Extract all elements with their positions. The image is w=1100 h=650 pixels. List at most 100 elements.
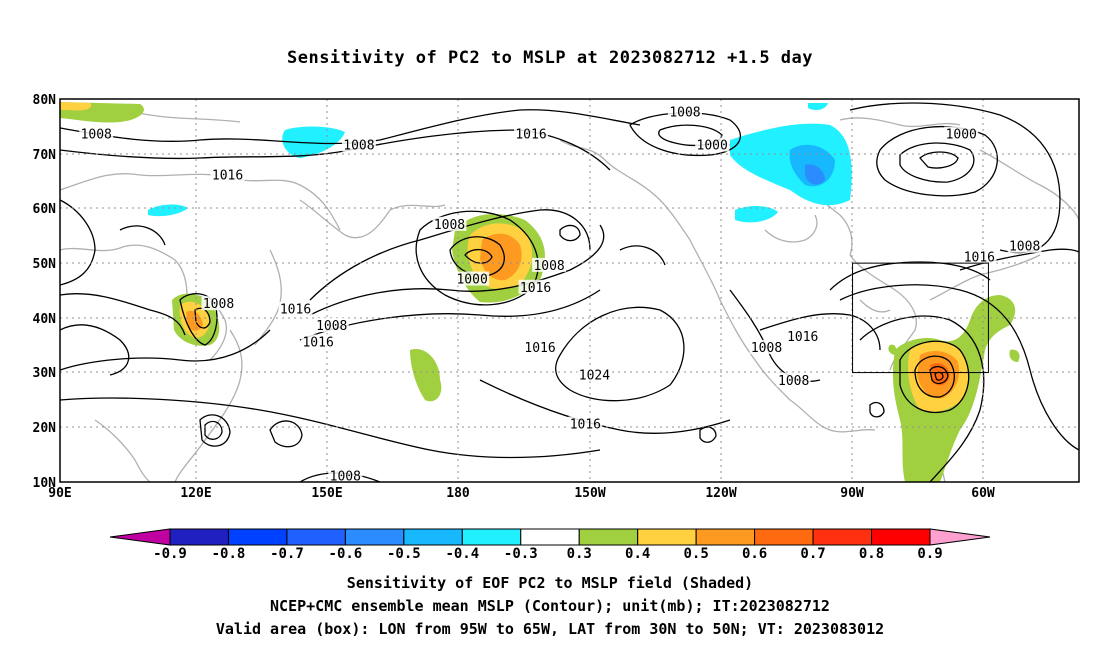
caption-contour: NCEP+CMC ensemble mean MSLP (Contour); u…: [270, 597, 830, 615]
contour-label-bg: [568, 416, 603, 431]
colorbar-cell: [169, 528, 229, 546]
chart-title: Sensitivity of PC2 to MSLP at 2023082712…: [286, 48, 813, 68]
colorbar-cell: [227, 528, 288, 546]
contour-label: 1008: [1009, 240, 1040, 255]
contour-label: 1016: [515, 128, 546, 143]
lat-label: 80N: [33, 93, 57, 108]
lat-label: 30N: [33, 366, 57, 381]
colorbar-cell: [578, 528, 639, 546]
contour-label-bg: [328, 468, 363, 483]
contour-label: 1008: [533, 259, 564, 274]
colorbar-label: -0.8: [212, 546, 246, 562]
lat-label: 40N: [33, 312, 57, 327]
contour-label-bg: [1007, 238, 1042, 253]
contour-label: 1008: [81, 128, 112, 143]
colorbar-cell: [637, 528, 697, 546]
contour-label-bg: [523, 339, 558, 354]
contour-label: 1016: [212, 169, 243, 184]
contour-label-bg: [695, 137, 730, 152]
colorbar-left-arrow: [109, 528, 171, 546]
colorbar-label: 0.5: [684, 546, 709, 562]
grid-lines: [60, 99, 1079, 482]
colorbar-label: 0.9: [917, 546, 942, 562]
lon-label: 60W: [971, 486, 995, 501]
lon-label: 180: [446, 486, 470, 501]
colorbar-label: 0.6: [742, 546, 767, 562]
contour-label-bg: [341, 137, 376, 152]
colorbar-cell: [344, 528, 405, 546]
contour-label: 1016: [302, 335, 333, 350]
contour-label-bg: [201, 296, 236, 311]
lon-label: 150W: [574, 486, 605, 501]
contour-label: 1008: [669, 106, 700, 121]
contour-label-bg: [79, 126, 114, 141]
colorbar-label: 0.7: [800, 546, 825, 562]
contour-label-bg: [667, 104, 702, 119]
contour-label: 1016: [787, 330, 818, 345]
sensitivity-shading: [60, 102, 1020, 482]
contour-label-bg: [776, 372, 811, 387]
caption-shading: Sensitivity of EOF PC2 to MSLP field (Sh…: [346, 574, 754, 592]
contour-label-bg: [749, 339, 784, 354]
colorbar-cell: [461, 528, 522, 546]
contour-label-bg: [944, 126, 979, 141]
caption-valid-area: Valid area (box): LON from 95W to 65W, L…: [215, 620, 885, 638]
contour-label: 1008: [316, 319, 347, 334]
contour-label: 1008: [330, 470, 361, 485]
contour-label: 1016: [964, 251, 995, 266]
colorbar-label: -0.6: [329, 546, 363, 562]
lat-label: 70N: [33, 148, 57, 163]
contour-label: 1008: [343, 139, 374, 154]
contour-label: 1000: [697, 139, 728, 154]
colorbar-label: -0.5: [387, 546, 421, 562]
colorbar-cell: [812, 528, 873, 546]
contour-label-bg: [432, 216, 467, 231]
longitude-labels: 90E 120E 150E 180 150W 120W 90W 60W: [48, 486, 995, 501]
contour-label: 1000: [456, 273, 487, 288]
contour-label: 1000: [946, 128, 977, 143]
contour-label-bg: [532, 257, 567, 272]
colorbar-label: -0.9: [153, 546, 187, 562]
contour-label-bg: [962, 249, 997, 264]
contour-label-bg: [514, 126, 549, 141]
contour-label: 1016: [280, 303, 311, 318]
colorbar-label: 0.3: [567, 546, 592, 562]
contour-label: 1016: [570, 418, 601, 433]
lat-label: 60N: [33, 202, 57, 217]
contour-label: 1008: [751, 341, 782, 356]
contour-label: 1008: [203, 297, 234, 312]
contour-label-bg: [785, 329, 820, 344]
contour-label: 1008: [778, 374, 809, 389]
contour-label-bg: [210, 167, 245, 182]
lat-label: 20N: [33, 421, 57, 436]
valid-area-box: [852, 262, 989, 374]
contour-label: 1024: [579, 368, 610, 383]
contour-label: 1016: [524, 341, 555, 356]
contour-label: 1016: [520, 281, 551, 296]
contour-label-bg: [455, 271, 490, 286]
latitude-labels: 80N 70N 60N 50N 40N 30N 20N 10N: [33, 93, 57, 491]
colorbar-right-arrow: [929, 528, 991, 546]
colorbar-label: 0.4: [625, 546, 650, 562]
contour-label-bg: [577, 367, 612, 382]
contour-label-bg: [301, 334, 336, 349]
colorbar: -0.9 -0.8 -0.7 -0.6 -0.5 -0.4 -0.3 0.3 0.4 0.5 0.6…: [109, 528, 991, 562]
map-frame: [59, 98, 1080, 483]
colorbar-cell: [754, 528, 814, 546]
contour-labels: 1008100810161016100810001000100810001008…: [79, 104, 1042, 485]
contour-label-bg: [278, 301, 313, 316]
lon-label: 120E: [180, 486, 211, 501]
lon-label: 90W: [840, 486, 864, 501]
colorbar-label: -0.7: [270, 546, 304, 562]
contour-label-bg: [314, 318, 349, 333]
lon-label: 120W: [705, 486, 736, 501]
lon-label: 90E: [48, 486, 71, 501]
colorbar-cell: [403, 528, 463, 546]
colorbar-label: -0.3: [504, 546, 538, 562]
lon-label: 150E: [311, 486, 342, 501]
contour-label-bg: [518, 279, 553, 294]
colorbar-cell: [695, 528, 756, 546]
contour-label: 1008: [434, 218, 465, 233]
lat-label: 10N: [33, 476, 57, 491]
